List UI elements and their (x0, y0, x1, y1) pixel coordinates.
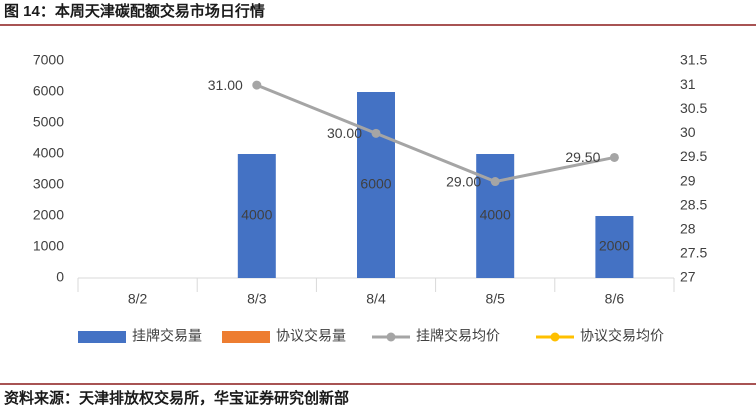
y2-tick-label: 28 (680, 220, 696, 236)
y-tick-label: 3000 (33, 176, 64, 192)
bar (237, 154, 276, 278)
y-tick-label: 1000 (33, 238, 64, 254)
bar-value-label: 4000 (241, 207, 272, 223)
y-tick-label: 0 (56, 269, 64, 285)
y-tick-label: 2000 (33, 207, 64, 223)
legend-label: 协议交易均价 (580, 328, 664, 344)
y2-tick-label: 27 (680, 269, 696, 285)
line-value-label: 31.00 (208, 77, 243, 93)
legend-label: 协议交易量 (276, 328, 346, 344)
bar (476, 154, 515, 278)
y-tick-label: 6000 (33, 83, 64, 99)
y2-tick-label: 27.5 (680, 245, 707, 261)
y2-tick-label: 31 (680, 76, 696, 92)
bar-value-label: 2000 (599, 238, 630, 254)
y2-tick-label: 30.5 (680, 100, 707, 116)
bar-value-label: 4000 (480, 207, 511, 223)
line-marker (609, 152, 619, 162)
y2-tick-label: 30 (680, 124, 696, 140)
x-tick-label: 8/3 (247, 291, 267, 307)
line-value-label: 29.00 (446, 173, 481, 189)
line-marker (490, 177, 500, 187)
line-value-label: 29.50 (565, 149, 600, 165)
bar (357, 92, 395, 278)
y2-tick-label: 29.5 (680, 148, 707, 164)
line-marker (252, 80, 262, 90)
line (256, 83, 615, 184)
y2-tick-label: 31.5 (680, 52, 707, 68)
y2-tick-label: 28.5 (680, 196, 707, 212)
legend-label: 挂牌交易均价 (416, 328, 500, 344)
source-note: 资料来源：天津排放权交易所，华宝证券研究创新部 (4, 389, 349, 407)
legend-swatch-marker (550, 332, 560, 342)
legend-swatch-marker (386, 332, 396, 342)
bar-value-label: 6000 (360, 176, 391, 192)
bar (595, 216, 634, 278)
legend-swatch (78, 331, 126, 343)
y-tick-label: 4000 (33, 145, 64, 161)
x-tick-label: 8/4 (366, 291, 386, 307)
legend-swatch (222, 331, 270, 343)
line-value-label: 30.00 (327, 125, 362, 141)
legend-label: 挂牌交易量 (132, 328, 202, 344)
y2-tick-label: 29 (680, 172, 696, 188)
x-tick-label: 8/6 (605, 291, 625, 307)
x-tick-label: 8/5 (485, 291, 505, 307)
y-tick-label: 5000 (33, 114, 64, 130)
x-tick-label: 8/2 (128, 291, 148, 307)
line-marker (371, 128, 381, 138)
chart-title: 图 14：本周天津碳配额交易市场日行情 (4, 2, 265, 20)
y-tick-label: 7000 (33, 52, 64, 68)
